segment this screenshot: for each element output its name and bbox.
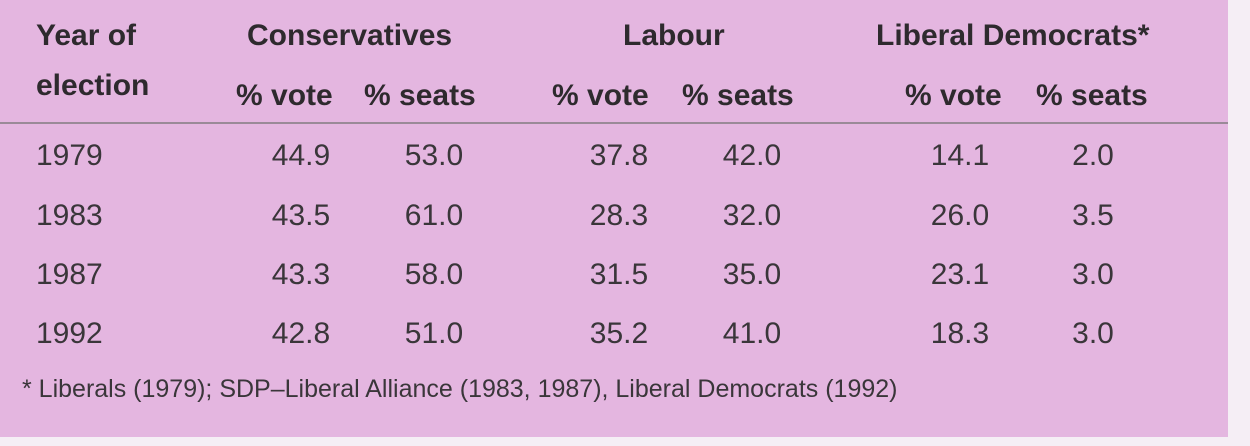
table-cell: 37.8 xyxy=(589,139,649,172)
header-party-labour: Labour xyxy=(623,19,725,52)
header-year-line2: election xyxy=(36,69,150,102)
table-cell: 14.1 xyxy=(930,139,990,172)
table-cell: 28.3 xyxy=(589,199,649,232)
row-year: 1979 xyxy=(36,139,103,172)
header-party-liberal-democrats: Liberal Democrats* xyxy=(876,19,1150,52)
table-cell: 32.0 xyxy=(722,199,782,232)
table-cell: 42.0 xyxy=(722,139,782,172)
table-cell: 3.0 xyxy=(1072,317,1114,350)
table-cell: 18.3 xyxy=(930,317,990,350)
header-party-conservatives: Conservatives xyxy=(247,19,453,52)
table-cell: 44.9 xyxy=(271,139,331,172)
table-cell: 41.0 xyxy=(722,317,782,350)
header-ld-vote: % vote xyxy=(905,79,1002,112)
header-year-line1: Year of xyxy=(36,19,137,52)
table-cell: 3.5 xyxy=(1072,199,1114,232)
table-cell: 2.0 xyxy=(1072,139,1114,172)
table-cell: 58.0 xyxy=(404,258,464,291)
table-cell: 53.0 xyxy=(404,139,464,172)
header-lab-seats: % seats xyxy=(682,79,794,112)
header-con-seats: % seats xyxy=(364,79,476,112)
table-cell: 51.0 xyxy=(404,317,464,350)
election-results-table: Year of election Conservatives Labour Li… xyxy=(0,0,1228,437)
header-con-vote: % vote xyxy=(236,79,333,112)
table-cell: 42.8 xyxy=(271,317,331,350)
table-cell: 3.0 xyxy=(1072,258,1114,291)
footnote: * Liberals (1979); SDP–Liberal Alliance … xyxy=(22,375,898,403)
table-cell: 61.0 xyxy=(404,199,464,232)
header-ld-seats: % seats xyxy=(1036,79,1148,112)
table-cell: 26.0 xyxy=(930,199,990,232)
row-year: 1983 xyxy=(36,199,103,232)
table-cell: 35.2 xyxy=(589,317,649,350)
table-cell: 43.5 xyxy=(271,199,331,232)
row-year: 1987 xyxy=(36,258,103,291)
table-cell: 35.0 xyxy=(722,258,782,291)
header-lab-vote: % vote xyxy=(552,79,649,112)
header-divider xyxy=(0,122,1228,124)
table-cell: 23.1 xyxy=(930,258,990,291)
table-cell: 31.5 xyxy=(589,258,649,291)
table-cell: 43.3 xyxy=(271,258,331,291)
row-year: 1992 xyxy=(36,317,103,350)
